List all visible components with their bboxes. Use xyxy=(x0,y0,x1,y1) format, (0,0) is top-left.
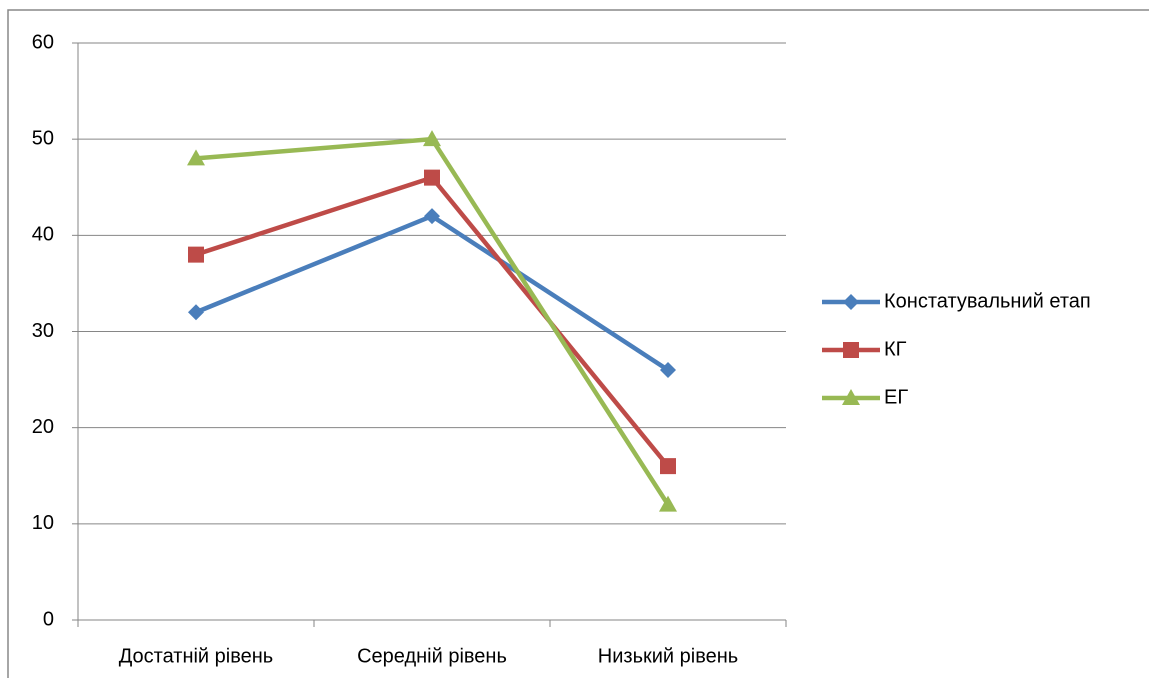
data-point xyxy=(424,169,440,186)
y-tick-label: 10 xyxy=(32,512,54,534)
data-point xyxy=(187,149,205,166)
y-tick-label: 50 xyxy=(32,127,54,149)
x-tick-label: Середній рівень xyxy=(357,645,507,667)
legend-label: КГ xyxy=(884,338,907,360)
data-point xyxy=(188,304,204,321)
chart-border xyxy=(7,9,1149,678)
data-point xyxy=(188,246,204,263)
y-tick-label: 30 xyxy=(32,320,54,342)
legend-marker xyxy=(842,389,860,405)
y-tick-label: 20 xyxy=(32,416,54,438)
y-tick-label: 0 xyxy=(43,608,54,630)
data-point xyxy=(660,458,676,475)
legend-label: ЕГ xyxy=(884,386,908,408)
x-tick-label: Достатній рівень xyxy=(119,645,273,667)
y-tick-label: 40 xyxy=(32,224,54,246)
x-tick-label: Низький рівень xyxy=(598,645,738,667)
y-tick-label: 60 xyxy=(32,31,54,53)
data-point xyxy=(423,130,441,147)
data-point xyxy=(660,361,676,378)
legend-marker xyxy=(843,294,859,310)
data-point xyxy=(659,495,677,512)
data-point xyxy=(424,208,440,225)
legend-marker xyxy=(843,342,859,358)
legend-label: Констатувальний етап xyxy=(884,290,1091,312)
